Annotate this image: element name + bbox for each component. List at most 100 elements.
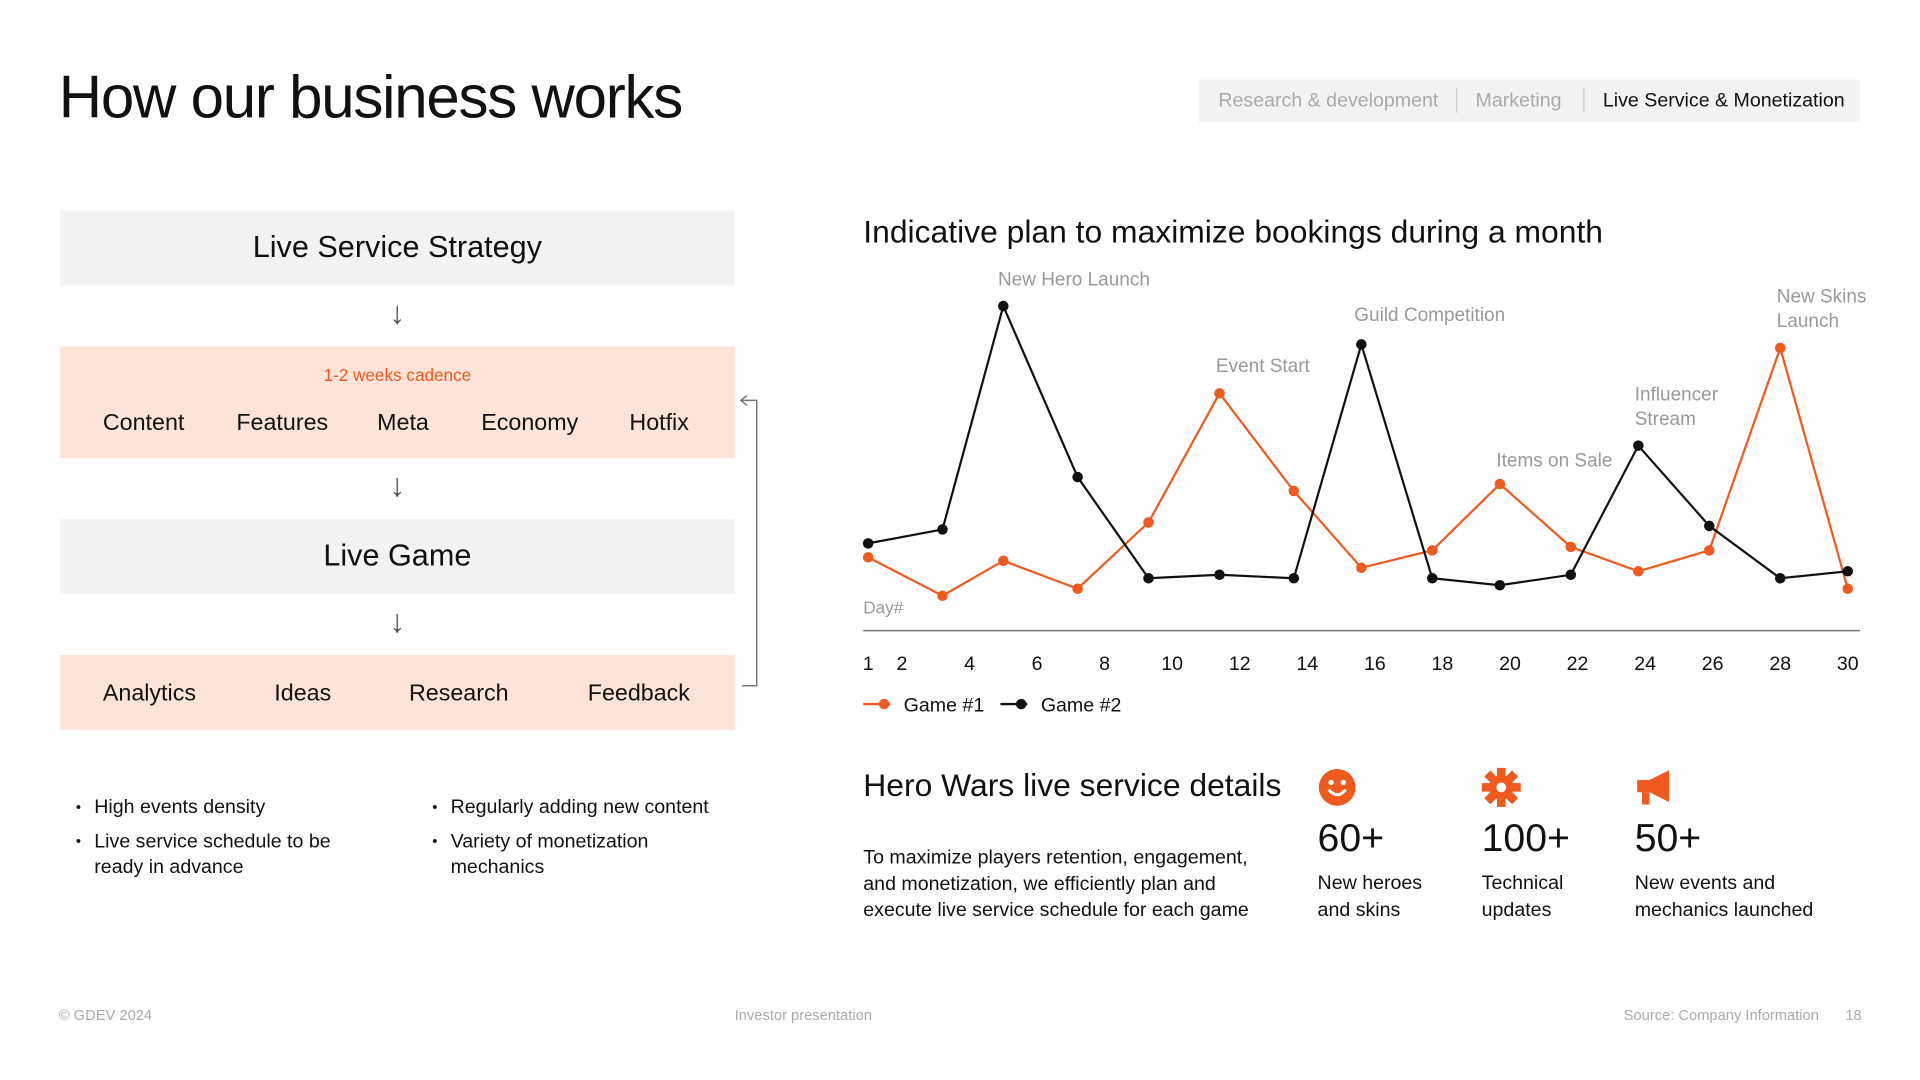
gear-icon — [1481, 767, 1521, 807]
footer-source: Source: Company Information — [1623, 1006, 1819, 1024]
x-tick-label: 1 — [863, 653, 874, 675]
bullet: Variety of monetization mechanics — [432, 829, 696, 880]
x-tick-label: 14 — [1296, 653, 1318, 675]
arrow: ↓ — [389, 293, 406, 331]
footer-copyright: © GDEV 2024 — [58, 1006, 153, 1024]
data-point — [1842, 566, 1854, 577]
footer-center: Investor presentation — [734, 1006, 872, 1024]
data-point — [1494, 478, 1506, 490]
feedback-item: Research — [408, 680, 509, 707]
bullet: Regularly adding new content — [432, 795, 733, 821]
data-point — [1633, 566, 1644, 577]
smile-icon — [1318, 768, 1356, 806]
tab-divider — [1583, 88, 1585, 113]
cadence-item: Content — [102, 410, 185, 436]
annotation: New Skins Launch — [1776, 286, 1867, 332]
feedback-item: Feedback — [587, 680, 690, 707]
x-tick-label: 12 — [1229, 653, 1251, 675]
legend-swatch-dot — [878, 698, 890, 710]
cadence-item: Features — [236, 410, 329, 436]
cadence-label: 1-2 weeks cadence — [323, 364, 472, 385]
x-tick-label: 18 — [1432, 653, 1454, 675]
data-point — [1143, 517, 1154, 528]
data-point — [1774, 573, 1786, 584]
chart-title: Indicative plan to maximize bookings dur… — [863, 213, 1604, 250]
x-tick-label: 26 — [1702, 653, 1724, 675]
data-point — [1427, 573, 1438, 584]
annotation: Influencer Stream — [1634, 384, 1719, 430]
loop-bracket — [739, 394, 758, 687]
tab-active[interactable]: Live Service & Monetization — [1602, 90, 1845, 112]
feedback-item: Ideas — [274, 680, 332, 707]
data-point — [1774, 342, 1786, 354]
details-title: Hero Wars live service details — [863, 766, 1282, 804]
details-text: To maximize players retention, engagemen… — [863, 847, 1249, 921]
x-tick-label: 28 — [1769, 653, 1791, 675]
game-box: Live Game — [60, 519, 735, 594]
x-tick-label: 30 — [1837, 653, 1859, 675]
data-point — [1288, 573, 1300, 584]
legend-swatch-dot — [1015, 698, 1027, 710]
feedback-box — [60, 655, 735, 730]
arrow: ↓ — [389, 466, 406, 504]
feedback-item: Analytics — [102, 680, 196, 707]
x-axis-label: Day# — [863, 597, 904, 618]
bullet: Live service schedule to be ready in adv… — [76, 829, 351, 880]
bullet: High events density — [76, 795, 376, 821]
x-tick-label: 2 — [897, 653, 908, 675]
tab[interactable]: Research & development — [1218, 90, 1439, 112]
cadence-item: Hotfix — [629, 410, 689, 436]
stat-label: New events and mechanics launched — [1634, 873, 1814, 921]
cadence-item: Meta — [377, 410, 429, 436]
data-point — [1427, 545, 1438, 556]
data-point — [998, 300, 1009, 312]
game-label: Live Game — [323, 538, 472, 574]
data-point — [1072, 471, 1083, 483]
strategy-label: Live Service Strategy — [252, 230, 542, 265]
x-tick-label: 22 — [1567, 653, 1589, 675]
data-point — [862, 552, 874, 563]
stat-value: 50+ — [1634, 815, 1702, 860]
x-tick-label: 24 — [1634, 653, 1656, 675]
x-tick-label: 8 — [1099, 653, 1110, 675]
data-point — [1214, 388, 1225, 399]
data-point — [1565, 569, 1577, 581]
legend-label: Game #1 — [904, 694, 985, 716]
x-tick-label: 4 — [964, 653, 975, 675]
stat-value: 100+ — [1481, 815, 1570, 860]
data-point — [1072, 583, 1083, 595]
data-point — [1494, 579, 1506, 591]
data-point — [937, 590, 948, 601]
stat-label: Technical updates — [1481, 873, 1564, 921]
data-point — [1356, 339, 1367, 350]
data-point — [1214, 569, 1225, 581]
x-tick-label: 20 — [1499, 653, 1521, 675]
megaphone-icon — [1637, 770, 1669, 805]
arrow: ↓ — [389, 602, 406, 640]
strategy-box: Live Service Strategy — [60, 210, 735, 286]
cadence-item: Economy — [481, 410, 579, 436]
x-tick-label: 6 — [1032, 653, 1043, 675]
x-tick-label: 16 — [1364, 653, 1386, 675]
x-tick-label: 10 — [1161, 653, 1183, 675]
annotation: Guild Competition — [1354, 304, 1506, 326]
data-point — [937, 524, 948, 535]
annotation: Event Start — [1215, 356, 1310, 378]
page-title: How our business works — [58, 64, 684, 132]
data-point — [1565, 541, 1577, 553]
stat-value: 60+ — [1317, 815, 1385, 860]
annotation: Items on Sale — [1496, 450, 1613, 472]
data-point — [1288, 485, 1300, 497]
data-point — [1143, 573, 1154, 584]
data-point — [1842, 583, 1854, 595]
data-point — [1704, 545, 1715, 556]
tab[interactable]: Marketing — [1475, 90, 1562, 112]
data-point — [998, 555, 1009, 567]
data-point — [1704, 520, 1715, 532]
legend-label: Game #2 — [1041, 694, 1122, 716]
cadence-box — [60, 346, 735, 458]
tab-divider — [1455, 88, 1458, 113]
stat-label: New heroes and skins — [1317, 873, 1423, 921]
